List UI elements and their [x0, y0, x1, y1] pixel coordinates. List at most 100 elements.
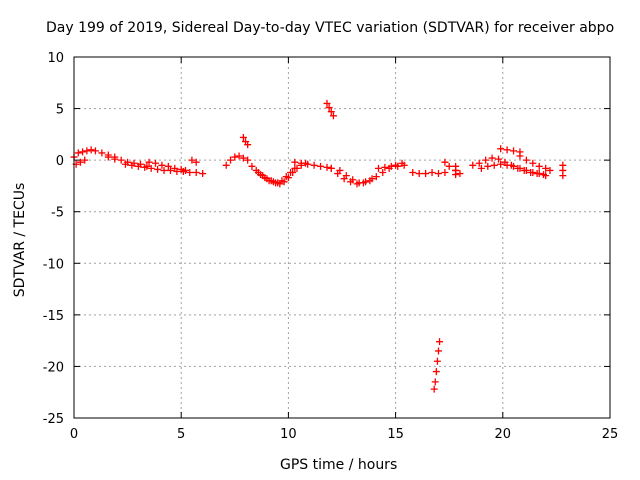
data-point — [76, 158, 84, 166]
data-point — [239, 154, 247, 162]
data-point — [381, 163, 389, 171]
data-point — [91, 147, 99, 155]
data-point — [535, 170, 543, 178]
data-point — [477, 164, 485, 172]
data-point — [349, 176, 357, 184]
data-point — [317, 162, 325, 170]
x-tick-label: 20 — [495, 427, 512, 442]
data-point — [529, 169, 537, 177]
data-point — [259, 172, 267, 180]
series-arc-21 — [477, 160, 550, 180]
data-point — [186, 169, 194, 177]
data-point — [430, 385, 438, 393]
data-point — [362, 178, 370, 186]
data-point — [510, 147, 518, 155]
data-point — [235, 152, 243, 160]
data-point — [336, 166, 344, 174]
data-point — [415, 170, 423, 178]
axis-ticks: 0 5 10 15 20 25 10 5 0 -5 -10 -15 -20 -25 — [43, 51, 619, 442]
y-axis-label: SDTVAR / TECUs — [12, 182, 28, 298]
series-arc-1 — [70, 146, 119, 161]
y-tick-label: 0 — [56, 154, 64, 169]
x-tick-label: 0 — [70, 427, 78, 442]
data-point — [441, 169, 449, 177]
data-point — [535, 162, 543, 170]
data-point — [239, 133, 247, 141]
series-arc-19 — [452, 162, 460, 179]
data-point — [409, 169, 417, 177]
data-point — [276, 180, 284, 188]
data-point — [379, 169, 387, 177]
data-point — [327, 108, 335, 116]
data-point — [121, 160, 129, 168]
data-point — [342, 172, 350, 180]
data-point — [323, 163, 331, 171]
data-point — [522, 156, 530, 164]
data-point — [222, 161, 230, 169]
data-point — [374, 164, 382, 172]
series-arc-12 — [323, 99, 337, 120]
data-point — [145, 158, 153, 166]
data-point — [310, 161, 318, 169]
data-point — [151, 159, 159, 167]
data-point — [495, 155, 503, 163]
data-point — [484, 162, 492, 170]
data-point — [434, 170, 442, 178]
data-points — [70, 99, 567, 393]
data-point — [400, 161, 408, 169]
data-point — [74, 149, 82, 157]
data-point — [394, 162, 402, 170]
data-point — [422, 170, 430, 178]
data-point — [497, 145, 505, 153]
data-point — [433, 357, 441, 365]
data-point — [192, 158, 200, 166]
data-point — [280, 178, 288, 186]
data-point — [559, 172, 567, 180]
plot-frame — [73, 56, 611, 419]
data-point — [166, 166, 174, 174]
data-point — [329, 112, 337, 120]
data-point — [490, 161, 498, 169]
series-arc-17 — [430, 338, 444, 393]
series-arc-7 — [222, 152, 252, 169]
y-tick-label: -10 — [43, 257, 64, 272]
data-point — [431, 378, 439, 386]
y-tick-label: -25 — [43, 412, 64, 427]
data-point — [522, 166, 530, 174]
series-arc-5 — [145, 158, 189, 174]
data-point — [199, 170, 207, 178]
series-arc-8 — [239, 133, 252, 149]
data-point — [164, 162, 172, 170]
data-point — [510, 162, 518, 170]
data-point — [160, 166, 168, 174]
data-point — [516, 164, 524, 172]
data-point — [231, 153, 239, 161]
data-point — [497, 160, 505, 168]
y-tick-label: -20 — [43, 360, 64, 375]
data-point — [355, 179, 363, 187]
data-point — [289, 169, 297, 177]
series-arc-24 — [559, 161, 567, 180]
data-point — [475, 159, 483, 167]
data-point — [327, 164, 335, 172]
data-point — [188, 156, 196, 164]
data-point — [293, 164, 301, 172]
y-tick-label: -15 — [43, 309, 64, 324]
data-point — [154, 165, 162, 173]
y-tick-label: -5 — [51, 206, 64, 221]
x-tick-label: 10 — [280, 427, 297, 442]
data-point — [432, 368, 440, 376]
data-point — [267, 177, 275, 185]
chart-title: Day 199 of 2019, Sidereal Day-to-day VTE… — [46, 20, 615, 36]
data-point — [325, 104, 333, 112]
x-tick-label: 15 — [387, 427, 404, 442]
data-point — [368, 175, 376, 183]
data-point — [542, 172, 550, 180]
data-point — [87, 146, 95, 154]
data-point — [456, 170, 464, 178]
x-tick-label: 5 — [177, 427, 185, 442]
data-point — [81, 156, 89, 164]
data-point — [529, 159, 537, 167]
data-point — [244, 141, 252, 149]
grid-lines — [74, 57, 610, 418]
